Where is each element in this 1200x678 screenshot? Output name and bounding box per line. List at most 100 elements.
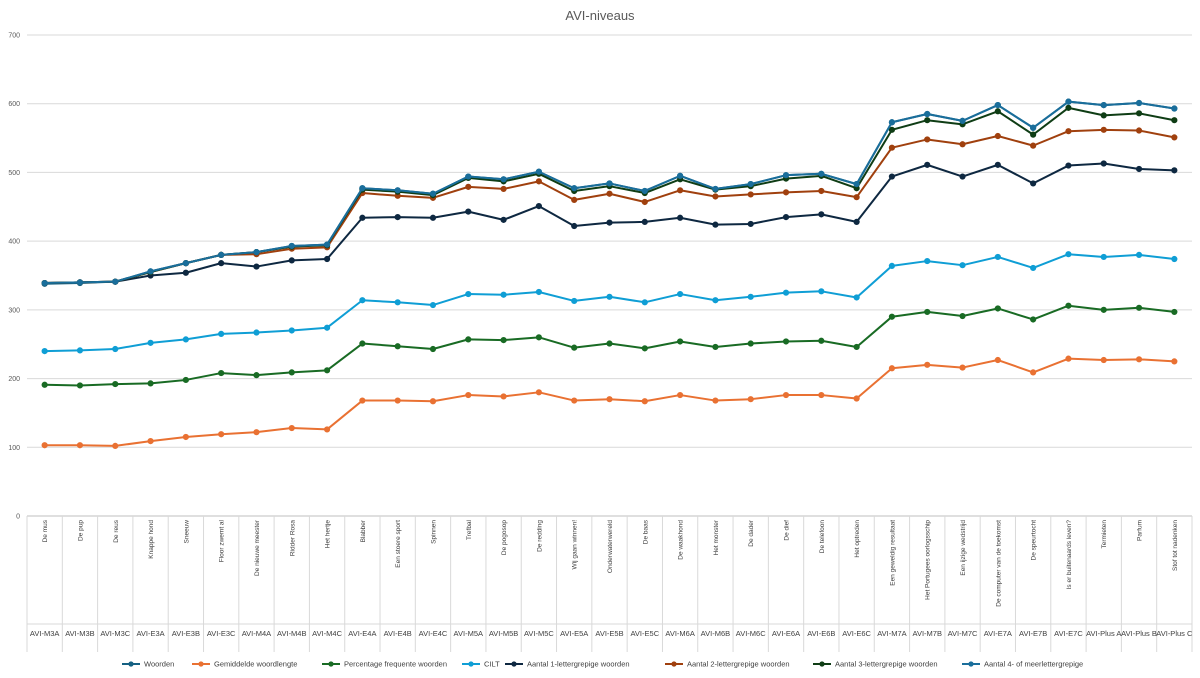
data-point xyxy=(394,187,401,194)
data-point xyxy=(818,170,825,177)
data-point xyxy=(394,299,401,306)
data-point xyxy=(571,397,578,404)
data-point xyxy=(1065,251,1072,258)
data-point xyxy=(1171,255,1178,263)
data-point xyxy=(429,398,437,405)
x-category-label: Trefbal xyxy=(466,519,473,540)
legend-label: Aantal 1-lettergrepige woorden xyxy=(527,660,630,669)
x-group-label: AVI-M7A xyxy=(877,629,906,638)
x-category-label: Knappe hond xyxy=(148,520,155,559)
data-point xyxy=(76,279,84,286)
legend-label: Aantal 4- of meerlettergrepige xyxy=(984,660,1083,669)
data-point xyxy=(1135,304,1143,311)
x-category-label: De nieuwe meester xyxy=(254,519,261,576)
data-point xyxy=(853,218,860,225)
data-point xyxy=(641,187,648,195)
data-point xyxy=(994,253,1001,261)
data-point xyxy=(1100,126,1107,133)
x-category-label: Termieten xyxy=(1101,520,1108,549)
data-point xyxy=(323,426,331,433)
data-point xyxy=(782,338,790,345)
x-category-label: Het hertje xyxy=(325,520,332,549)
x-category-label: Ridder Rosa xyxy=(289,520,296,557)
series-4 xyxy=(41,251,1178,355)
data-point xyxy=(1171,105,1178,112)
data-point xyxy=(606,180,613,187)
legend-item: Gemiddelde woordlengte xyxy=(192,660,297,669)
data-point xyxy=(218,260,225,267)
data-point xyxy=(218,330,225,338)
data-point xyxy=(571,185,578,192)
x-group-label: AVI-E7B xyxy=(1019,629,1047,638)
data-point xyxy=(535,178,542,185)
data-point xyxy=(1065,128,1072,135)
data-point xyxy=(500,185,507,193)
data-point xyxy=(41,381,48,388)
data-point xyxy=(1065,98,1072,105)
data-point xyxy=(818,391,825,399)
x-category-label: De mus xyxy=(42,519,49,542)
data-point xyxy=(1100,101,1107,109)
legend-item: Aantal 2-lettergrepige woorden xyxy=(665,660,790,669)
data-point xyxy=(465,391,472,399)
data-point xyxy=(1135,251,1143,258)
y-tick-label: 500 xyxy=(8,170,20,177)
data-point xyxy=(606,340,613,347)
x-category-label: Parfum xyxy=(1137,520,1144,541)
y-tick-label: 300 xyxy=(8,307,20,314)
data-point xyxy=(218,251,225,258)
data-point xyxy=(747,340,754,347)
x-group-label: AVI-E5A xyxy=(560,629,588,638)
data-point xyxy=(500,216,507,223)
x-category-label: Stof tot nadenken xyxy=(1172,520,1179,571)
data-point xyxy=(288,257,295,264)
x-category-label: Sneeuw xyxy=(183,520,190,544)
data-point xyxy=(747,191,754,198)
data-point xyxy=(323,255,331,263)
x-category-label: Een ijzige wedstrijd xyxy=(960,520,967,576)
data-point xyxy=(112,380,119,388)
data-point xyxy=(1065,355,1072,362)
data-point xyxy=(182,376,189,384)
data-point xyxy=(641,218,648,225)
data-point xyxy=(994,101,1001,109)
data-point xyxy=(465,183,472,190)
data-point xyxy=(182,433,189,441)
legend-item: Woorden xyxy=(122,660,174,669)
data-point xyxy=(41,442,48,449)
data-point xyxy=(76,347,84,354)
data-point xyxy=(888,262,896,269)
chart-title: AVI-niveaus xyxy=(565,8,635,23)
x-group-label: AVI-M5A xyxy=(454,629,483,638)
data-point xyxy=(606,293,613,300)
x-group-label: AVI-M6B xyxy=(701,629,730,638)
data-point xyxy=(747,220,754,228)
data-point xyxy=(712,297,719,304)
data-point xyxy=(359,397,366,404)
x-group-label: AVI-E4B xyxy=(384,629,412,638)
data-point xyxy=(712,221,719,228)
x-group-label: AVI-E3A xyxy=(136,629,164,638)
data-point xyxy=(1135,127,1143,134)
legend-label: Gemiddelde woordlengte xyxy=(214,660,297,669)
x-group-label: AVI-E3B xyxy=(172,629,200,638)
data-point xyxy=(677,338,684,345)
data-point xyxy=(677,214,684,221)
data-point xyxy=(429,214,437,221)
data-point xyxy=(888,119,896,126)
data-point xyxy=(677,290,684,298)
data-point xyxy=(535,203,542,210)
data-point xyxy=(147,268,154,275)
series-6 xyxy=(41,126,1178,287)
data-point xyxy=(182,260,189,267)
data-point xyxy=(253,429,260,436)
legend-label: Woorden xyxy=(144,660,174,669)
data-point xyxy=(818,187,825,195)
data-point xyxy=(782,391,790,399)
data-point xyxy=(853,181,860,188)
data-point xyxy=(924,257,931,265)
data-point xyxy=(782,172,790,179)
data-point xyxy=(112,278,119,285)
data-point xyxy=(712,397,719,404)
